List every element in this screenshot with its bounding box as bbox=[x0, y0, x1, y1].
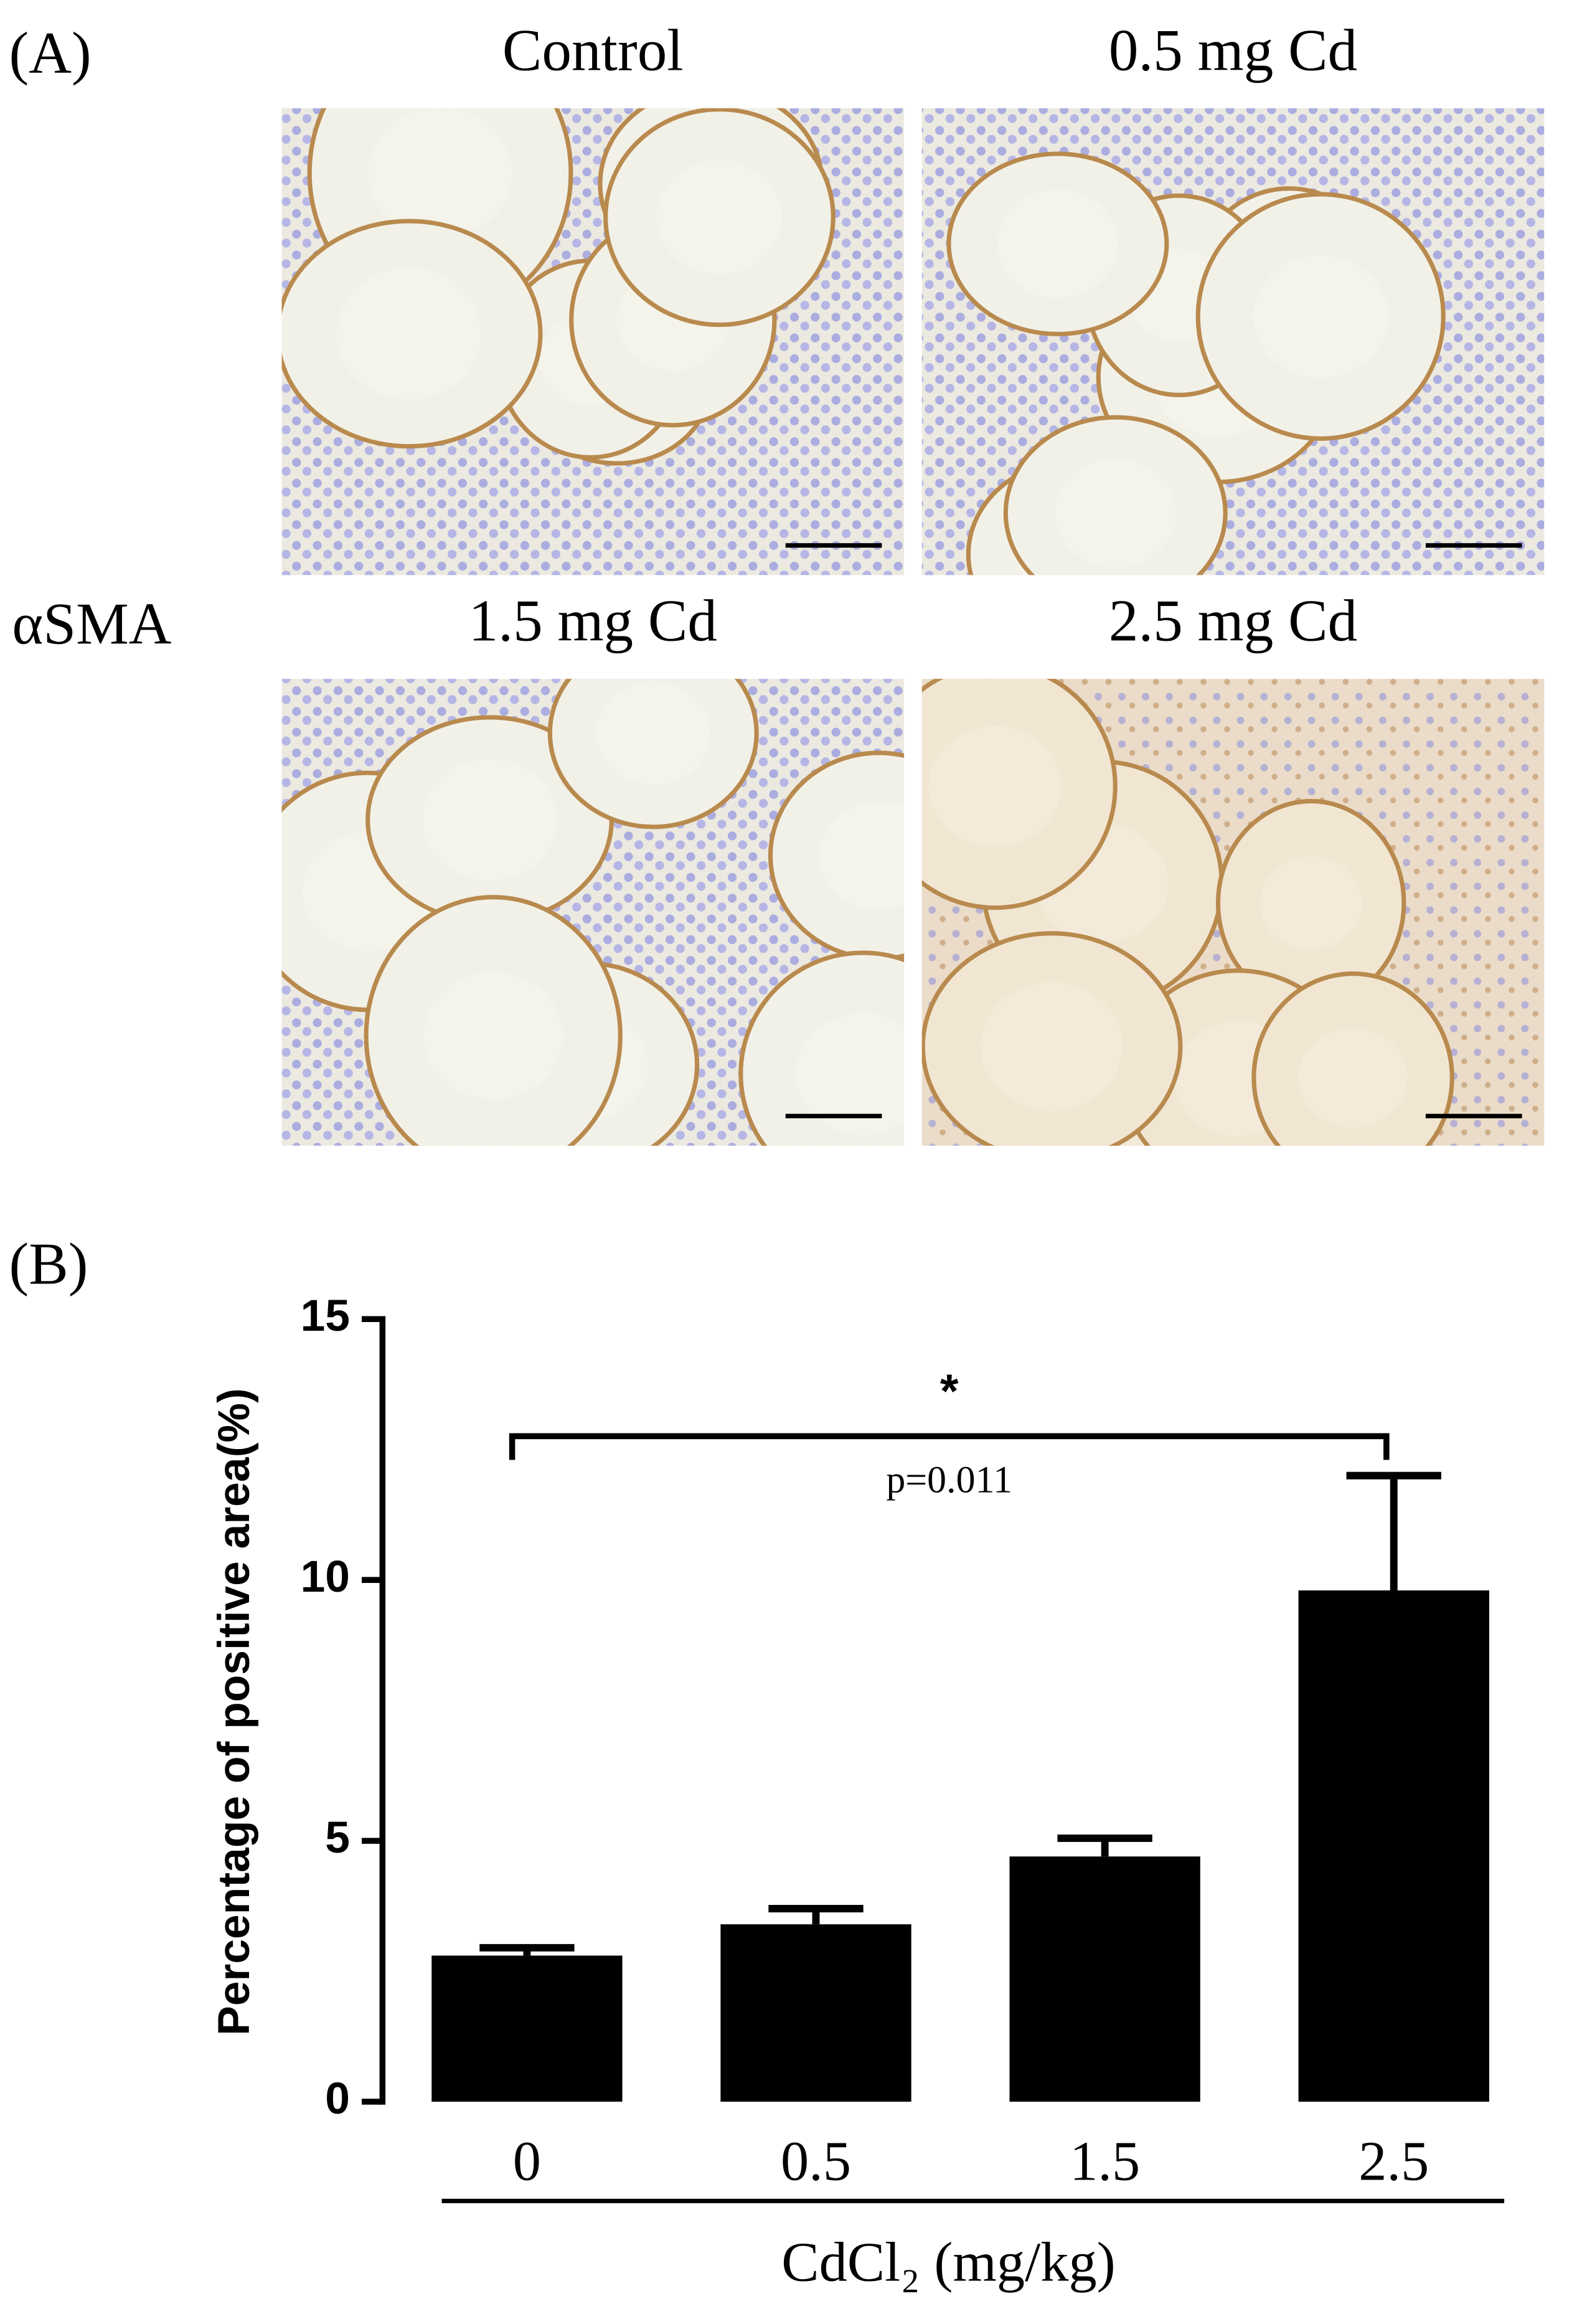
tubule-lumen bbox=[368, 108, 512, 239]
micrograph-content bbox=[921, 679, 1545, 1146]
tubule-lumen bbox=[796, 1013, 905, 1135]
panel-label: (B) bbox=[9, 1231, 88, 1297]
y-tick-label: 5 bbox=[325, 1813, 350, 1863]
y-tick-label: 10 bbox=[301, 1552, 350, 1602]
tubule-lumen bbox=[997, 189, 1118, 299]
y-tick-label: 15 bbox=[301, 1291, 350, 1341]
significance-star: * bbox=[940, 1365, 959, 1418]
panel-label: (A) bbox=[9, 20, 92, 86]
x-tick-label: 0 bbox=[513, 2129, 541, 2192]
bar bbox=[431, 1955, 623, 2102]
image-title: 2.5 mg Cd bbox=[1109, 588, 1357, 654]
micrograph bbox=[281, 679, 905, 1146]
x-tick-label: 0.5 bbox=[781, 2129, 851, 2192]
tubule-lumen bbox=[336, 268, 482, 400]
x-tick-label: 2.5 bbox=[1358, 2129, 1429, 2192]
tubule-lumen bbox=[423, 972, 563, 1100]
bar bbox=[720, 1924, 911, 2102]
x-tick-label: 1.5 bbox=[1070, 2129, 1140, 2192]
image-title: 0.5 mg Cd bbox=[1109, 17, 1357, 83]
image-title: 1.5 mg Cd bbox=[469, 588, 717, 654]
tubule-lumen bbox=[1298, 1028, 1408, 1128]
significance-bracket bbox=[509, 1433, 1390, 1460]
tubule-lumen bbox=[422, 758, 557, 881]
micrograph bbox=[921, 108, 1545, 575]
micrograph-content bbox=[281, 679, 905, 1146]
tubule-lumen bbox=[1055, 458, 1176, 569]
p-value: p=0.011 bbox=[886, 1459, 1012, 1501]
image-title: Control bbox=[502, 17, 684, 83]
plot: 0 5 10 15 0 0.5 1.5 2.5 * p=0.011 bbox=[301, 1291, 1489, 2192]
tubule-lumen bbox=[1259, 856, 1362, 950]
bar bbox=[1298, 1590, 1489, 2102]
x-axis-label: CdCl₂ (mg/kg) bbox=[781, 2230, 1115, 2293]
tubule-lumen bbox=[1253, 255, 1388, 378]
micrograph-content bbox=[281, 108, 905, 575]
tubule-lumen bbox=[656, 160, 783, 274]
micrograph bbox=[281, 108, 905, 575]
tubule-lumen bbox=[596, 681, 710, 785]
y-axis-label: Percentage of positive area(%) bbox=[209, 1388, 259, 2036]
micrograph-content bbox=[921, 108, 1545, 575]
y-tick-label: 0 bbox=[325, 2074, 350, 2123]
tubule-lumen bbox=[819, 801, 905, 910]
bar bbox=[1009, 1856, 1200, 2102]
row-label: αSMA bbox=[12, 590, 171, 656]
micrographs: Control 0.5 mg Cd 1.5 mg Cd 2.5 mg Cd bbox=[281, 17, 1545, 1146]
tubule-lumen bbox=[981, 982, 1123, 1112]
tubule-lumen bbox=[928, 725, 1062, 847]
micrograph bbox=[921, 679, 1545, 1146]
